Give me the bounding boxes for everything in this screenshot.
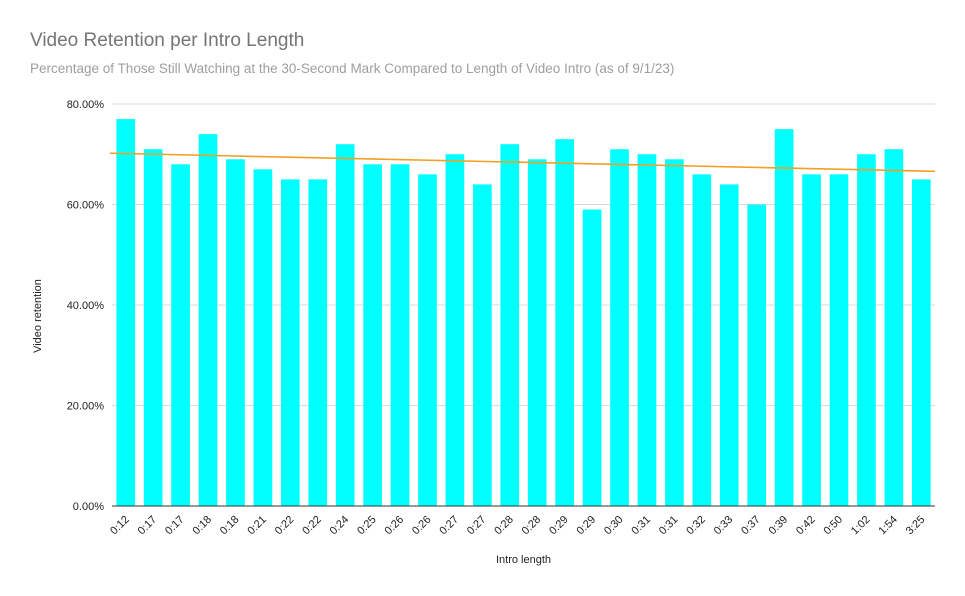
bar [527,159,547,506]
bar [911,179,931,506]
x-tick-label: 1:02 [849,514,873,538]
bar [143,149,163,506]
bar [747,204,767,506]
x-tick-label: 0:32 [684,514,708,538]
x-tick-label: 0:27 [465,514,489,538]
y-tick-label: 0.00% [73,501,104,513]
bar [802,174,821,506]
bar [198,134,218,506]
chart-subtitle: Percentage of Those Still Watching at th… [30,61,675,76]
x-tick-label: 0:21 [245,514,269,538]
bar [665,159,684,506]
x-tick-label: 0:31 [657,514,681,538]
bar [582,209,602,506]
bar [884,149,904,506]
x-tick-label: 0:28 [492,514,516,538]
bars [116,119,931,507]
bar [610,149,629,506]
y-tick-label: 80.00% [67,99,105,111]
chart-title: Video Retention per Intro Length [30,30,305,51]
bar [116,119,136,506]
trendline-layer [109,152,936,173]
y-axis-ticks: 0.00% 20.00% 40.00% 60.00% 80.00% [67,99,105,513]
x-tick-label: 0:18 [191,514,215,538]
x-axis-title: Intro length [496,554,551,566]
x-tick-label: 0:22 [300,514,324,538]
x-tick-label: 0:42 [794,514,818,538]
bar [363,164,382,507]
bar [555,139,574,507]
bar [418,174,437,506]
x-tick-label: 0:24 [328,514,352,538]
x-tick-label: 0:17 [163,514,187,538]
gridlines [112,103,935,406]
y-tick-label: 20.00% [67,401,105,413]
trendline [109,152,936,173]
x-tick-label: 0:18 [218,514,242,538]
x-tick-label: 0:31 [629,514,653,538]
bar [692,174,712,506]
x-tick-label: 1:54 [876,514,900,538]
x-tick-label: 0:26 [410,514,434,538]
bar [473,184,492,506]
x-axis-ticks: 0:12 0:17 0:17 0:18 0:18 0:21 0:22 0:22 0:24 0:25… [108,514,927,538]
x-tick-label: 0:27 [437,514,461,538]
y-axis-title: Video retention [32,279,44,353]
bar [171,164,190,507]
bar [253,169,273,506]
y-tick-label: 60.00% [67,200,105,212]
x-tick-label: 0:37 [739,514,763,538]
x-tick-label: 0:12 [108,514,132,538]
bar [829,174,849,506]
x-tick-label: 0:50 [821,514,845,538]
x-tick-label: 0:30 [602,514,626,538]
bar [637,154,657,506]
bar [308,179,328,506]
bar [335,144,355,506]
y-tick-label: 40.00% [67,300,105,312]
bar [719,184,739,506]
bar [280,179,300,506]
x-tick-label: 0:17 [136,514,160,538]
bar [500,144,520,506]
x-tick-label: 0:39 [767,514,791,538]
bar [226,159,245,506]
x-tick-label: 0:22 [273,514,297,538]
x-tick-label: 0:29 [547,514,571,538]
bar [857,154,876,506]
x-tick-label: 0:29 [575,514,599,538]
x-tick-label: 0:25 [355,514,379,538]
bar [390,164,410,507]
x-tick-label: 0:28 [520,514,544,538]
x-tick-label: 0:26 [383,514,407,538]
bar [445,154,465,506]
x-tick-label: 3:25 [904,514,928,538]
x-tick-label: 0:33 [712,514,736,538]
bar [774,129,794,506]
